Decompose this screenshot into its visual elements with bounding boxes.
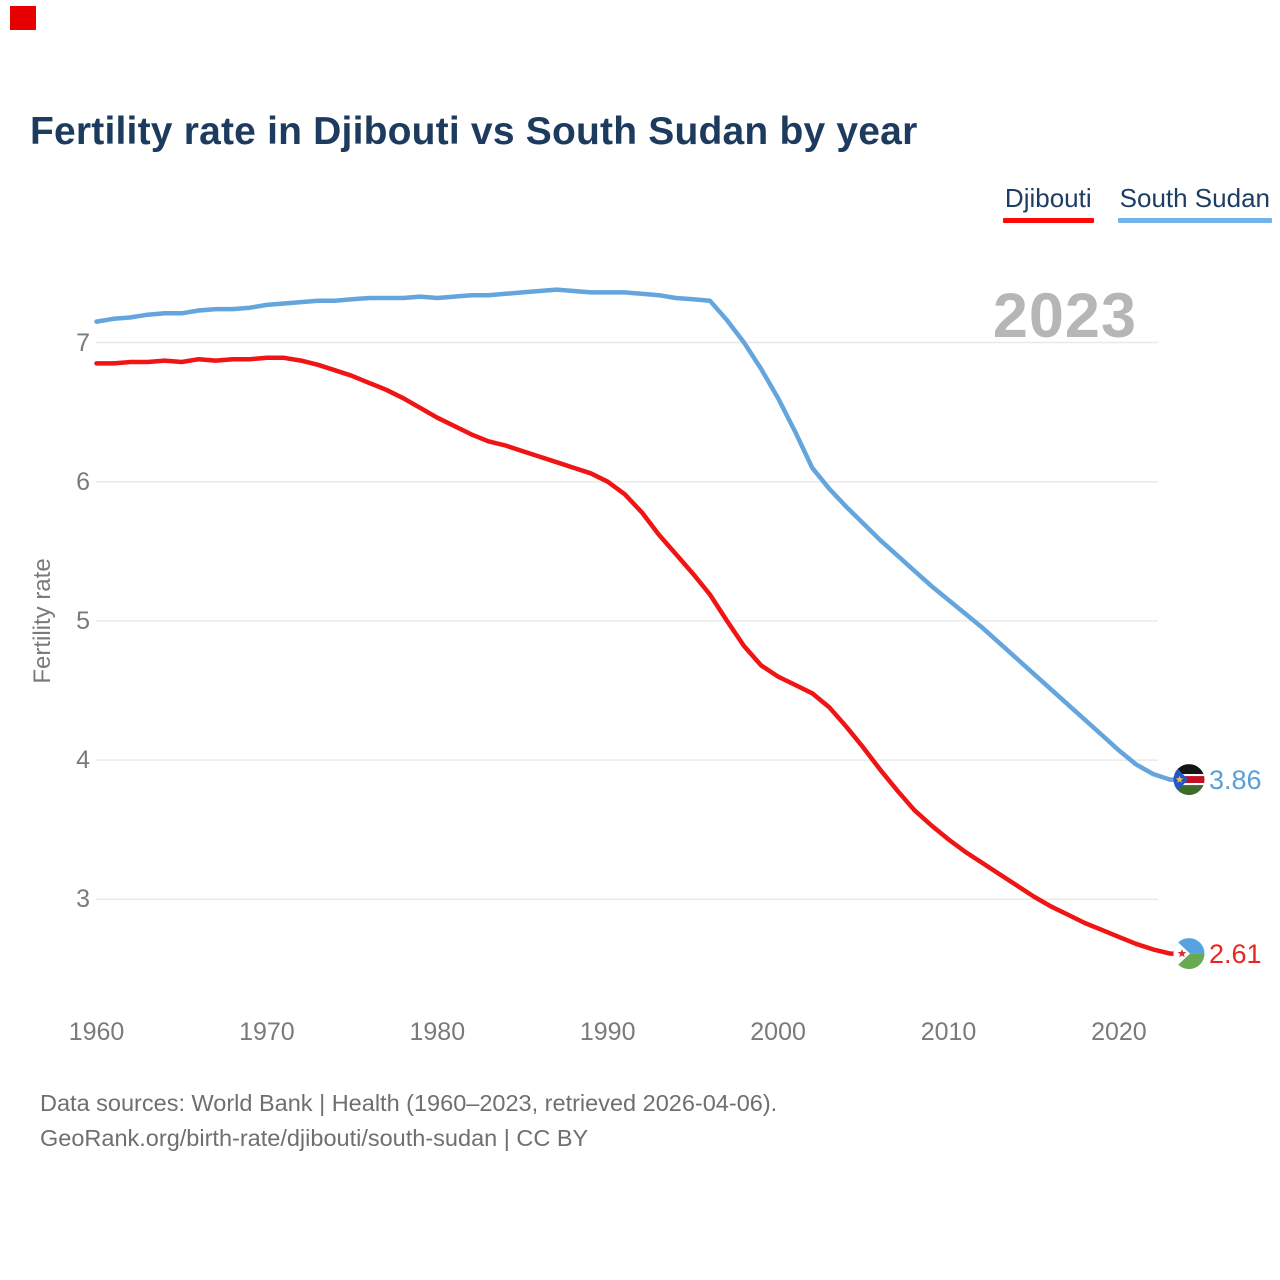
footer: Data sources: World Bank | Health (1960–…: [40, 1086, 777, 1156]
y-tick-label: 5: [76, 606, 90, 635]
legend-item-south-sudan[interactable]: South Sudan: [1117, 183, 1272, 223]
x-tick-label: 1990: [579, 1018, 636, 1046]
end-value-south-sudan: 3.86: [1209, 764, 1262, 795]
x-tick-label: 1970: [239, 1018, 295, 1046]
plot-area: [94, 287, 1205, 970]
legend-item-djibouti[interactable]: Djibouti: [1002, 183, 1094, 223]
legend: Djibouti South Sudan: [1002, 183, 1272, 223]
y-tick-label: 3: [76, 885, 90, 914]
x-tick-label: 1980: [409, 1018, 466, 1046]
red-marker: [10, 6, 36, 30]
footer-attribution: GeoRank.org/birth-rate/djibouti/south-su…: [40, 1125, 589, 1151]
x-tick-label: 2010: [920, 1018, 977, 1046]
footer-sources: Data sources: World Bank | Health (1960–…: [40, 1090, 778, 1116]
y-tick-label: 7: [76, 328, 90, 357]
legend-underline-djibouti: [1002, 218, 1094, 223]
legend-label-south-sudan: South Sudan: [1119, 183, 1270, 213]
djibouti-flag-icon: [1173, 938, 1205, 970]
y-tick-label: 6: [76, 467, 90, 496]
legend-label-djibouti: Djibouti: [1004, 183, 1092, 213]
x-tick-label: 2020: [1091, 1018, 1147, 1046]
y-tick-label: 4: [76, 746, 90, 775]
page-title: Fertility rate in Djibouti vs South Suda…: [30, 110, 918, 153]
year-watermark: 2023: [992, 281, 1137, 351]
x-tick-label: 1960: [68, 1018, 125, 1046]
line-south-sudan: [94, 287, 1176, 782]
x-tick-label: 2000: [750, 1018, 806, 1046]
line-djibouti: [94, 355, 1176, 956]
end-value-djibouti: 2.61: [1209, 938, 1262, 969]
legend-underline-south-sudan: [1117, 218, 1272, 223]
south-sudan-flag-icon: [1173, 764, 1205, 796]
